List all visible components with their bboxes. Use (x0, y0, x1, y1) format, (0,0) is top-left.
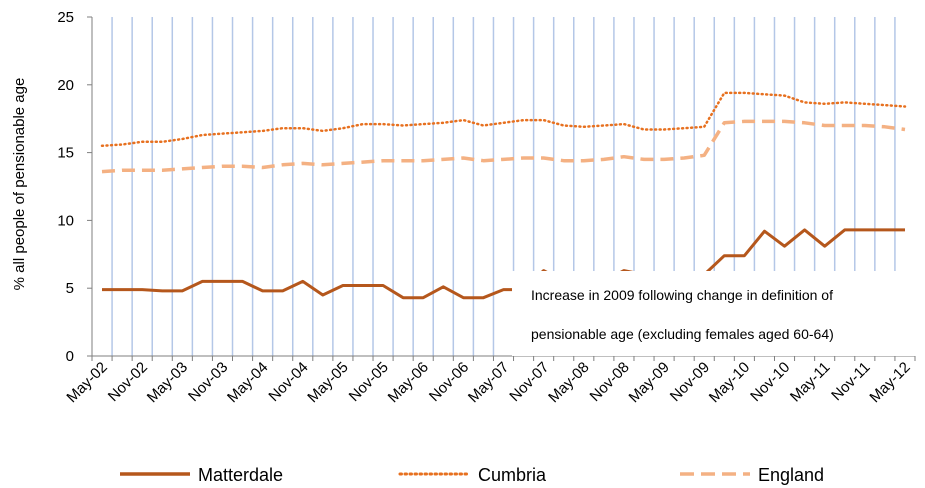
x-axis-ticks: May-02Nov-02May-03Nov-03May-04Nov-04May-… (63, 356, 916, 406)
annotation-line-2: pensionable age (excluding females aged … (531, 326, 834, 342)
x-tick-label: Nov-06 (426, 359, 472, 405)
x-tick-label: May-03 (144, 359, 191, 406)
annotation-line-1: Increase in 2009 following change in def… (531, 287, 833, 303)
x-tick-label: Nov-04 (265, 359, 311, 405)
y-tick-label: 10 (57, 212, 74, 229)
x-tick-label: Nov-08 (587, 359, 633, 405)
x-tick-label: May-06 (385, 359, 432, 406)
y-tick-label: 5 (66, 280, 74, 297)
x-tick-label: May-10 (706, 359, 753, 406)
x-tick-label: Nov-07 (506, 359, 552, 405)
legend-label-cumbria: Cumbria (478, 465, 547, 485)
x-tick-label: May-11 (787, 359, 834, 406)
y-tick-label: 15 (57, 145, 74, 162)
annotation-background (512, 271, 920, 356)
x-tick-label: Nov-05 (346, 359, 392, 405)
series-line-cumbria (100, 91, 907, 148)
x-tick-label: Nov-10 (747, 359, 793, 405)
x-tick-label: May-02 (63, 359, 110, 406)
legend: Matterdale Cumbria England (120, 465, 824, 485)
annotation-box: Increase in 2009 following change in def… (512, 271, 920, 356)
x-tick-label: May-07 (465, 359, 512, 406)
legend-label-matterdale: Matterdale (198, 465, 283, 485)
x-tick-label: Nov-03 (185, 359, 231, 405)
y-axis-title: % all people of pensionable age (11, 78, 28, 291)
x-tick-label: Nov-11 (828, 359, 873, 404)
x-tick-label: May-08 (545, 359, 592, 406)
x-tick-label: May-09 (626, 359, 673, 406)
y-axis-ticks: 0 5 10 15 20 25 (57, 9, 92, 365)
x-tick-label: Nov-09 (667, 359, 713, 405)
y-tick-label: 25 (57, 9, 74, 26)
x-tick-label: May-05 (304, 359, 351, 406)
y-tick-label: 0 (66, 348, 74, 365)
y-tick-label: 20 (57, 77, 74, 94)
series-lines (100, 91, 907, 300)
x-tick-label: May-04 (224, 359, 271, 406)
series-line-matterdale (102, 228, 905, 300)
x-tick-label: Nov-02 (105, 359, 151, 405)
series-line-england (101, 119, 906, 174)
legend-label-england: England (758, 465, 824, 485)
x-tick-label: May-12 (866, 359, 913, 406)
